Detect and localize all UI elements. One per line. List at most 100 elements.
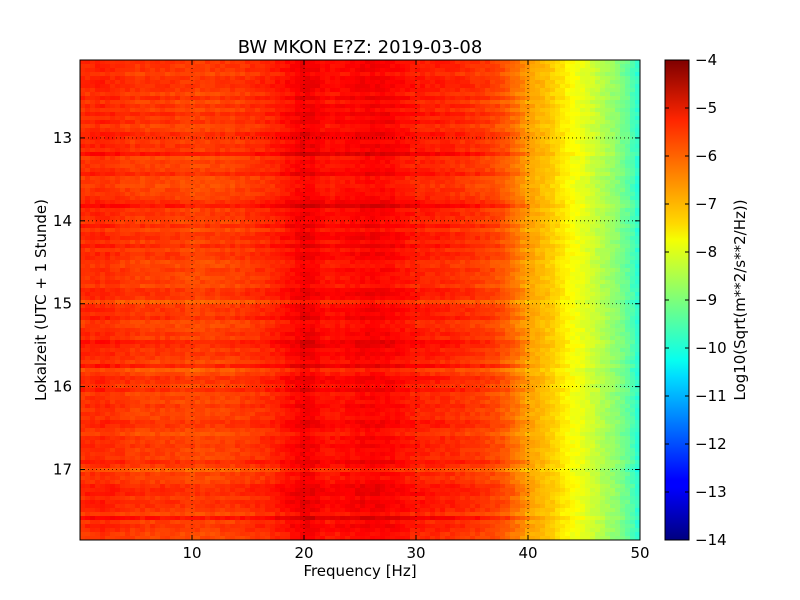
heatmap-cell	[155, 128, 161, 133]
heatmap-cell	[160, 340, 166, 345]
heatmap-cell	[130, 352, 136, 357]
heatmap-cell	[245, 332, 251, 337]
heatmap-cell	[115, 484, 121, 489]
heatmap-cell	[80, 244, 86, 249]
heatmap-cell	[185, 400, 191, 405]
heatmap-cell	[240, 188, 246, 193]
heatmap-cell	[180, 520, 186, 525]
heatmap-cell	[110, 500, 116, 505]
heatmap-cell	[230, 408, 236, 413]
heatmap-cell	[115, 140, 121, 145]
heatmap-cell	[270, 152, 276, 157]
heatmap-cell	[265, 340, 271, 345]
heatmap-cell	[220, 112, 226, 117]
heatmap-cell	[95, 328, 101, 333]
heatmap-cell	[220, 464, 226, 469]
heatmap-cell	[250, 476, 256, 481]
heatmap-cell	[190, 244, 196, 249]
heatmap-cell	[255, 436, 261, 441]
heatmap-cell	[270, 424, 276, 429]
heatmap-cell	[270, 528, 276, 533]
heatmap-cell	[175, 252, 181, 257]
heatmap-cell	[155, 244, 161, 249]
heatmap-cell	[140, 384, 146, 389]
heatmap-cell	[235, 192, 241, 197]
heatmap-cell	[240, 196, 246, 201]
heatmap-cell	[255, 164, 261, 169]
heatmap-cell	[255, 244, 261, 249]
heatmap-cell	[225, 72, 231, 77]
heatmap-cell	[240, 300, 246, 305]
heatmap-cell	[155, 372, 161, 377]
heatmap-cell	[120, 148, 126, 153]
heatmap-cell	[265, 520, 271, 525]
heatmap-cell	[260, 136, 266, 141]
heatmap-cell	[260, 352, 266, 357]
heatmap-cell	[170, 404, 176, 409]
heatmap-cell	[270, 140, 276, 145]
heatmap-cell	[110, 116, 116, 121]
heatmap-cell	[125, 256, 131, 261]
heatmap-cell	[230, 380, 236, 385]
heatmap-cell	[150, 508, 156, 513]
heatmap-cell	[240, 108, 246, 113]
heatmap-cell	[80, 324, 86, 329]
heatmap-cell	[175, 184, 181, 189]
heatmap-cell	[270, 268, 276, 273]
heatmap-cell	[85, 424, 91, 429]
heatmap-cell	[120, 536, 126, 540]
heatmap-cell	[220, 384, 226, 389]
heatmap-cell	[125, 440, 131, 445]
heatmap-cell	[225, 112, 231, 117]
heatmap-cell	[160, 476, 166, 481]
heatmap-cell	[220, 296, 226, 301]
heatmap-cell	[130, 292, 136, 297]
heatmap-cell	[265, 312, 271, 317]
heatmap-cell	[250, 88, 256, 93]
heatmap-cell	[270, 444, 276, 449]
heatmap-cell	[270, 432, 276, 437]
heatmap-cell	[225, 164, 231, 169]
heatmap-cell	[265, 416, 271, 421]
heatmap-cell	[255, 440, 261, 445]
heatmap-cell	[195, 108, 201, 113]
heatmap-cell	[85, 200, 91, 205]
heatmap-cell	[155, 80, 161, 85]
heatmap-cell	[155, 516, 161, 521]
heatmap-cell	[230, 180, 236, 185]
heatmap-cell	[115, 320, 121, 325]
heatmap-cell	[225, 188, 231, 193]
heatmap-cell	[95, 196, 101, 201]
heatmap-cell	[95, 252, 101, 257]
heatmap-cell	[210, 320, 216, 325]
heatmap-cell	[110, 80, 116, 85]
heatmap-cell	[275, 416, 281, 421]
heatmap-cell	[160, 152, 166, 157]
heatmap-cell	[275, 324, 281, 329]
heatmap-cell	[220, 448, 226, 453]
heatmap-cell	[85, 228, 91, 233]
heatmap-cell	[210, 288, 216, 293]
heatmap-cell	[250, 376, 256, 381]
heatmap-cell	[90, 128, 96, 133]
heatmap-cell	[135, 292, 141, 297]
heatmap-cell	[250, 372, 256, 377]
heatmap-cell	[125, 220, 131, 225]
heatmap-cell	[125, 484, 131, 489]
heatmap-cell	[95, 228, 101, 233]
heatmap-cell	[175, 464, 181, 469]
heatmap-cell	[180, 516, 186, 521]
heatmap-cell	[125, 476, 131, 481]
heatmap-cell	[135, 352, 141, 357]
heatmap-cell	[165, 388, 171, 393]
heatmap-cell	[145, 104, 151, 109]
heatmap-cell	[95, 204, 101, 209]
heatmap-cell	[195, 264, 201, 269]
heatmap-cell	[275, 512, 281, 517]
heatmap-cell	[195, 216, 201, 221]
heatmap-cell	[130, 288, 136, 293]
heatmap-cell	[110, 216, 116, 221]
heatmap-cell	[250, 460, 256, 465]
heatmap-cell	[165, 392, 171, 397]
heatmap-cell	[270, 452, 276, 457]
